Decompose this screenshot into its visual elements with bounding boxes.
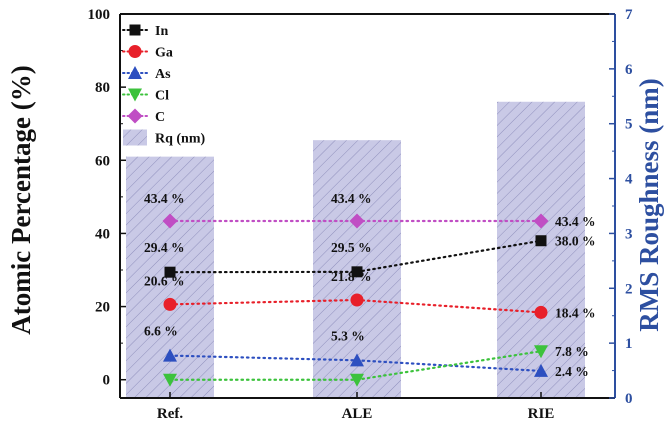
y-tick-label-left: 0 [103, 373, 111, 389]
markers-layer [162, 213, 549, 387]
y-tick-label-left: 80 [95, 80, 110, 96]
data-labels-layer: 29.4 % 29.5 % 38.0 % 20.6 % 21.8 % 18.4 % 6.6 … [144, 191, 596, 379]
data-label-ga-RIE: 18.4 % [555, 305, 596, 320]
legend-marker-as [128, 66, 142, 79]
y-tick-label-right: 2 [625, 281, 633, 297]
data-label-c-ALE: 43.4 % [331, 191, 372, 206]
x-tick-label-RIE: RIE [528, 406, 555, 422]
marker-in-ALE [351, 266, 363, 278]
series-line-as [355, 359, 543, 373]
y-tick-label-right: 3 [625, 226, 633, 242]
data-label-cl-RIE: 7.8 % [555, 344, 589, 359]
legend-label-in: In [155, 24, 168, 39]
legend-marker-c [127, 108, 143, 124]
data-label-ga-Ref.: 20.6 % [144, 273, 185, 288]
legend-label-as: As [155, 67, 171, 82]
y-tick-label-right: 4 [625, 172, 633, 188]
series-line-cl [355, 350, 543, 381]
marker-as-RIE [534, 363, 548, 377]
y-tick-label-right: 0 [625, 391, 633, 407]
data-label-in-RIE: 38.0 % [555, 234, 596, 249]
marker-c-ALE [349, 213, 365, 229]
marker-ga-Ref. [163, 297, 177, 311]
data-label-in-ALE: 29.5 % [331, 240, 372, 255]
legend-swatch-rq [123, 129, 147, 146]
series-line-as [168, 354, 359, 362]
marker-ga-RIE [534, 305, 548, 319]
marker-in-RIE [535, 235, 547, 247]
marker-as-ALE [350, 353, 364, 367]
marker-cl-ALE [350, 373, 364, 387]
legend-label-rq: Rq (nm) [155, 132, 206, 147]
marker-c-RIE [533, 213, 549, 229]
y-tick-label-right: 7 [625, 7, 633, 23]
series-line-ga [355, 298, 543, 314]
data-label-c-RIE: 43.4 % [555, 214, 596, 229]
data-label-as-Ref.: 6.6 % [144, 324, 178, 339]
y-tick-label-left: 100 [88, 7, 111, 23]
marker-cl-RIE [534, 345, 548, 359]
marker-cl-Ref. [163, 373, 177, 387]
legend-label-cl: Cl [155, 89, 169, 104]
y-axis-title-right: RMS Roughness (nm) [634, 78, 664, 332]
legend-label-ga: Ga [155, 46, 173, 61]
x-tick-label-Ref.: Ref. [157, 406, 183, 422]
legend-marker-in [129, 24, 141, 36]
y-tick-label-right: 6 [625, 62, 633, 78]
x-tick-label-ALE: ALE [342, 406, 373, 422]
legend: In Ga As Cl C Rq (nm) [122, 24, 206, 147]
data-label-in-Ref.: 29.4 % [144, 240, 185, 255]
marker-in-Ref. [164, 266, 176, 278]
y-tick-label-right: 1 [625, 336, 633, 352]
y-tick-label-left: 20 [95, 300, 110, 316]
series-line-in [355, 239, 543, 273]
legend-marker-ga [128, 45, 142, 58]
legend-marker-cl [128, 88, 142, 102]
data-label-as-RIE: 2.4 % [555, 364, 589, 379]
y-tick-label-left: 60 [95, 153, 110, 169]
legend-label-c: C [155, 110, 165, 125]
axes-layer: 0 20 40 60 80 100 0 1 2 3 4 5 6 7 Ref. ALE RIE [88, 7, 634, 422]
series-lines-layer [168, 219, 543, 381]
y-tick-label-right: 5 [625, 117, 633, 133]
marker-c-Ref. [162, 213, 178, 229]
data-label-c-Ref.: 43.4 % [144, 191, 185, 206]
marker-ga-ALE [350, 293, 364, 307]
data-label-as-ALE: 5.3 % [331, 328, 365, 343]
y-axis-title-left: Atomic Percentage (%) [6, 65, 36, 334]
series-line-ga [168, 298, 359, 306]
y-tick-label-left: 40 [95, 226, 110, 242]
data-label-ga-ALE: 21.8 % [331, 269, 372, 284]
marker-as-Ref. [163, 348, 177, 362]
